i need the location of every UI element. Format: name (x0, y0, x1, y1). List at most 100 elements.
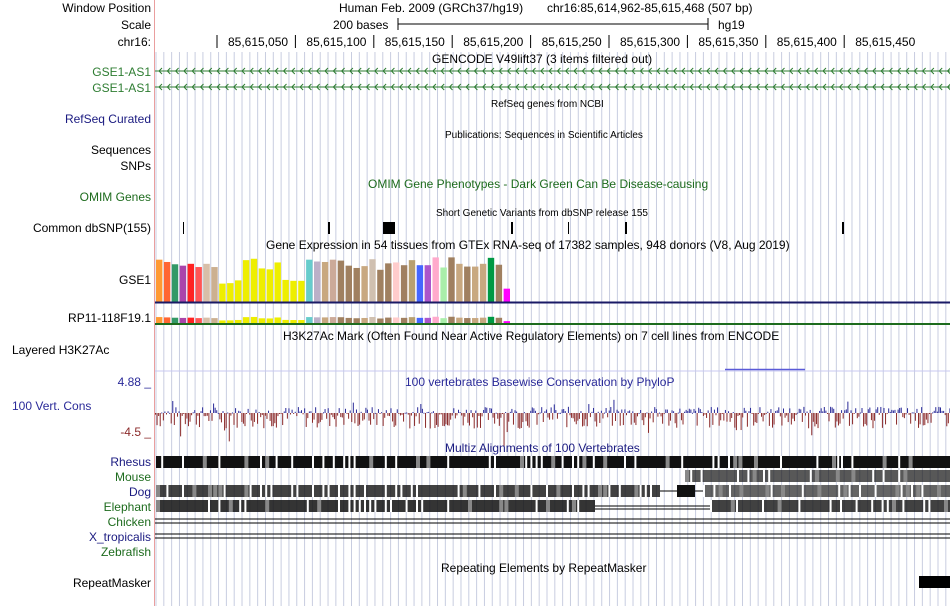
gtex-tissue-bar[interactable] (282, 279, 289, 302)
dbsnp-variant-mark[interactable] (511, 222, 513, 234)
gtex-tissue-bar[interactable] (298, 280, 305, 302)
rp11-tissue-bar[interactable] (479, 317, 487, 323)
dbsnp-variant-mark[interactable] (328, 222, 330, 234)
gtex-tissue-bar[interactable] (258, 268, 266, 302)
rp11-tissue-bar[interactable] (503, 321, 510, 323)
gtex-tissue-bar[interactable] (385, 263, 392, 302)
gtex-tissue-bar[interactable] (274, 262, 281, 302)
track-label-dog[interactable]: Dog (128, 485, 151, 499)
rp11-tissue-bar[interactable] (377, 318, 384, 323)
gtex-tissue-bar[interactable] (329, 259, 337, 302)
repeatmasker-element[interactable] (919, 576, 950, 588)
rp11-tissue-bar[interactable] (163, 317, 171, 323)
gtex-tissue-bar[interactable] (163, 261, 171, 302)
gtex-tissue-bar[interactable] (400, 265, 408, 302)
tracks-canvas[interactable]: 85,615,050 85,615,100 85,615,150 85,615,200… (155, 0, 950, 606)
gtex-tissue-bar[interactable] (250, 258, 258, 302)
gtex-tissue-bar[interactable] (306, 259, 313, 302)
rp11-tissue-bar[interactable] (456, 317, 463, 323)
gtex-tissue-bar[interactable] (179, 265, 187, 302)
rp11-tissue-bar[interactable] (227, 320, 234, 323)
gtex-tissue-bar[interactable] (171, 264, 179, 302)
gtex-tissue-bar[interactable] (187, 263, 194, 302)
gtex-tissue-bar[interactable] (361, 266, 368, 302)
rp11-tissue-bar[interactable] (242, 317, 250, 323)
rp11-tissue-bar[interactable] (337, 317, 345, 323)
track-label-x-tropicalis[interactable]: X_tropicalis (88, 530, 151, 544)
gtex-tissue-bar[interactable] (290, 280, 297, 302)
rp11-tissue-bar[interactable] (353, 318, 360, 323)
gtex-tissue-bar[interactable] (203, 263, 210, 302)
dbsnp-variant-mark[interactable] (842, 222, 844, 234)
multiz-block-dog[interactable] (156, 485, 660, 497)
rp11-tissue-bar[interactable] (171, 317, 179, 323)
gtex-tissue-bar[interactable] (211, 267, 218, 302)
rp11-tissue-bar[interactable] (195, 318, 202, 323)
gtex-tissue-bar[interactable] (195, 267, 202, 302)
gtex-tissue-bar[interactable] (353, 267, 360, 302)
gtex-tissue-bar[interactable] (266, 269, 273, 302)
rp11-tissue-bar[interactable] (258, 318, 266, 323)
rp11-tissue-bar[interactable] (282, 319, 289, 323)
rp11-tissue-bar[interactable] (203, 317, 210, 323)
gtex-tissue-bar[interactable] (345, 265, 352, 302)
track-label-gse1-as1-1[interactable]: GSE1-AS1 (92, 65, 151, 79)
rp11-tissue-bar[interactable] (432, 316, 439, 323)
dbsnp-variant-mark[interactable] (625, 222, 627, 234)
gtex-tissue-bar[interactable] (456, 263, 463, 302)
track-label-omim-genes[interactable]: OMIM Genes (79, 190, 151, 204)
rp11-tissue-bar[interactable] (179, 317, 187, 323)
rp11-tissue-bar[interactable] (156, 317, 163, 323)
gtex-tissue-bar[interactable] (424, 265, 431, 302)
track-label-rp11-118f19[interactable]: RP11-118F19.1 (68, 311, 151, 325)
track-label-repeatmasker[interactable]: RepeatMasker (72, 576, 151, 590)
gtex-tissue-bar[interactable] (503, 288, 510, 302)
rp11-tissue-bar[interactable] (400, 317, 408, 323)
rp11-tissue-bar[interactable] (408, 317, 416, 323)
gtex-tissue-bar[interactable] (242, 260, 250, 302)
gtex-tissue-bar[interactable] (432, 257, 439, 302)
gtex-tissue-bar[interactable] (314, 261, 321, 302)
gtex-tissue-bar[interactable] (377, 269, 384, 302)
gtex-tissue-bar[interactable] (393, 262, 400, 302)
multiz-block-rhesus[interactable] (841, 456, 950, 468)
track-label-rhesus[interactable]: Rhesus (110, 455, 151, 469)
gtex-tissue-bar[interactable] (235, 280, 242, 302)
gtex-tissue-bar[interactable] (337, 260, 345, 302)
track-label-common-dbsnp[interactable]: Common dbSNP(155) (32, 221, 151, 235)
rp11-tissue-bar[interactable] (235, 319, 242, 323)
track-label-layered-h3k27ac[interactable]: Layered H3K27Ac (12, 343, 110, 357)
track-label-chicken[interactable]: Chicken (107, 515, 151, 529)
rp11-tissue-bar[interactable] (487, 316, 495, 323)
rp11-tissue-bar[interactable] (495, 317, 503, 323)
rp11-tissue-bar[interactable] (369, 317, 376, 323)
rp11-tissue-bar[interactable] (290, 320, 297, 323)
dbsnp-variant-mark[interactable] (568, 222, 569, 234)
rp11-tissue-bar[interactable] (448, 316, 455, 323)
gtex-tissue-bar[interactable] (227, 283, 234, 302)
rp11-tissue-bar[interactable] (472, 318, 479, 323)
rp11-tissue-bar[interactable] (274, 317, 281, 323)
multiz-block-dog[interactable] (677, 485, 695, 497)
multiz-block-rhesus[interactable] (156, 456, 841, 468)
rp11-tissue-bar[interactable] (321, 317, 329, 323)
rp11-tissue-bar[interactable] (393, 317, 400, 323)
gtex-tissue-bar[interactable] (479, 263, 487, 302)
rp11-tissue-bar[interactable] (385, 317, 392, 323)
track-label-gse1-as1-2[interactable]: GSE1-AS1 (92, 81, 151, 95)
rp11-tissue-bar[interactable] (219, 320, 226, 323)
rp11-tissue-bar[interactable] (464, 318, 471, 323)
dbsnp-variant-mark[interactable] (183, 222, 184, 234)
gtex-tissue-bar[interactable] (495, 264, 503, 302)
rp11-tissue-bar[interactable] (211, 318, 218, 323)
dbsnp-variant-mark[interactable] (383, 225, 395, 232)
rp11-tissue-bar[interactable] (298, 320, 305, 323)
gtex-tissue-bar[interactable] (369, 259, 376, 302)
track-label-sequences[interactable]: Sequences (90, 143, 151, 157)
rp11-tissue-bar[interactable] (250, 316, 258, 323)
rp11-tissue-bar[interactable] (306, 317, 313, 323)
track-label-elephant[interactable]: Elephant (103, 500, 151, 514)
gtex-tissue-bar[interactable] (219, 283, 226, 302)
track-label-gse1[interactable]: GSE1 (118, 273, 151, 287)
gtex-tissue-bar[interactable] (321, 261, 329, 302)
